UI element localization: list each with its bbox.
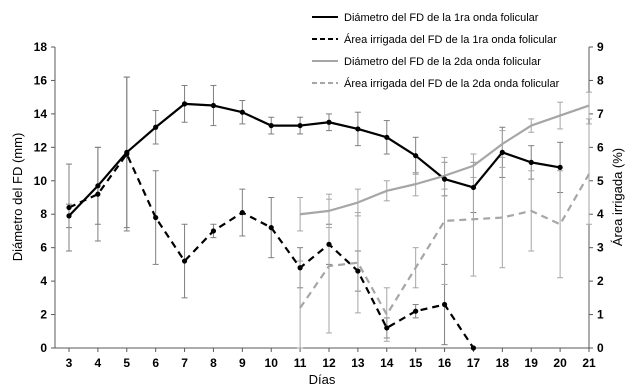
legend-label-3: Diámetro del FD de la 2da onda folicular: [344, 56, 541, 68]
data-point-series-1: [557, 164, 563, 170]
y-tick-label-left: 0: [40, 341, 47, 355]
data-point-series-2: [124, 151, 130, 157]
data-point-series-2: [239, 209, 245, 216]
x-tick-label: 6: [152, 356, 159, 370]
x-tick-label: 7: [181, 356, 188, 370]
x-tick-label: 17: [467, 356, 481, 370]
data-point-series-1: [499, 149, 505, 155]
y-tick-label-right: 2: [597, 274, 604, 288]
error-bars: [66, 76, 592, 349]
x-tick-label: 4: [95, 356, 102, 370]
x-tick-label: 18: [496, 356, 510, 370]
y-tick-label-right: 3: [597, 241, 604, 255]
y-tick-label-left: 6: [40, 241, 47, 255]
data-point-series-2: [326, 241, 332, 247]
y-tick-label-left: 10: [34, 174, 48, 188]
x-tick-label: 12: [322, 356, 336, 370]
series-lines: [68, 102, 590, 349]
data-point-series-1: [268, 122, 274, 129]
data-point-series-2: [384, 325, 390, 331]
y-tick-label-left: 16: [34, 73, 48, 87]
data-point-series-1: [95, 183, 101, 189]
y-tick-label-right: 8: [597, 73, 604, 87]
data-point-series-2: [210, 228, 217, 234]
x-tick-label: 3: [66, 356, 73, 370]
y-tick-label-left: 18: [34, 40, 48, 54]
data-point-series-2: [413, 308, 419, 314]
y-tick-label-left: 14: [34, 107, 48, 121]
data-point-series-1: [66, 213, 72, 219]
x-tick-label: 5: [123, 356, 130, 370]
legend-label-1: Diámetro del FD de la 1ra onda folicular: [344, 12, 539, 24]
data-point-series-2: [181, 258, 188, 264]
data-point-series-1: [355, 126, 361, 132]
series-line-3: [299, 104, 590, 216]
axes: [51, 46, 593, 352]
x-tick-label: 21: [582, 356, 596, 370]
x-tick-label: 8: [210, 356, 217, 370]
data-point-series-1: [181, 101, 188, 107]
data-point-series-2: [66, 204, 72, 211]
data-point-series-1: [326, 119, 332, 125]
legend: Diámetro del FD de la 1ra onda folicular…: [312, 12, 560, 90]
x-tick-label: 16: [438, 356, 452, 370]
y-tick-label-right: 6: [597, 140, 604, 154]
data-point-series-2: [355, 268, 361, 274]
x-axis-label: Días: [309, 372, 336, 387]
data-point-series-2: [297, 265, 303, 271]
x-tick-label: 19: [525, 356, 539, 370]
y-tick-label-left: 4: [40, 274, 47, 288]
x-tick-label: 11: [294, 356, 307, 370]
data-point-series-1: [153, 124, 159, 130]
series-line-1: [68, 102, 561, 217]
series-markers: [66, 101, 563, 351]
data-point-series-1: [384, 134, 390, 140]
data-point-series-2: [95, 191, 101, 197]
y-tick-label-right: 7: [597, 107, 604, 121]
y-tick-label-right: 1: [597, 308, 604, 322]
y-axis-label-right: Área irrigada (%): [610, 148, 625, 246]
y-tick-label-right: 9: [597, 40, 604, 54]
data-point-series-2: [441, 301, 448, 308]
legend-label-2: Área irrigada del FD de la 1ra onda foli…: [344, 33, 557, 46]
data-point-series-1: [239, 109, 245, 115]
x-tick-label: 20: [553, 356, 567, 370]
y-tick-label-left: 8: [40, 207, 47, 221]
data-point-series-1: [528, 159, 534, 165]
data-point-series-2: [268, 225, 274, 231]
legend-label-4: Área irrigada del FD de la 2da onda foli…: [344, 77, 560, 90]
y-tick-label-right: 5: [597, 174, 604, 188]
data-point-series-1: [470, 184, 477, 191]
data-point-series-2: [153, 214, 159, 221]
data-point-series-2: [470, 345, 477, 351]
data-point-series-1: [210, 102, 217, 109]
x-tick-label: 15: [409, 356, 423, 370]
x-tick-label: 13: [351, 356, 365, 370]
data-point-series-1: [441, 176, 448, 182]
y-tick-label-right: 4: [597, 207, 604, 221]
y-axis-label-left: Diámetro del FD (mm): [10, 133, 25, 262]
data-point-series-1: [413, 153, 419, 159]
y-tick-label-left: 12: [34, 140, 48, 154]
x-tick-label: 10: [265, 356, 279, 370]
x-tick-label: 14: [380, 356, 394, 370]
y-tick-label-right: 0: [597, 341, 604, 355]
y-tick-label-left: 2: [40, 308, 47, 322]
x-tick-label: 9: [239, 356, 246, 370]
data-point-series-1: [297, 122, 303, 129]
